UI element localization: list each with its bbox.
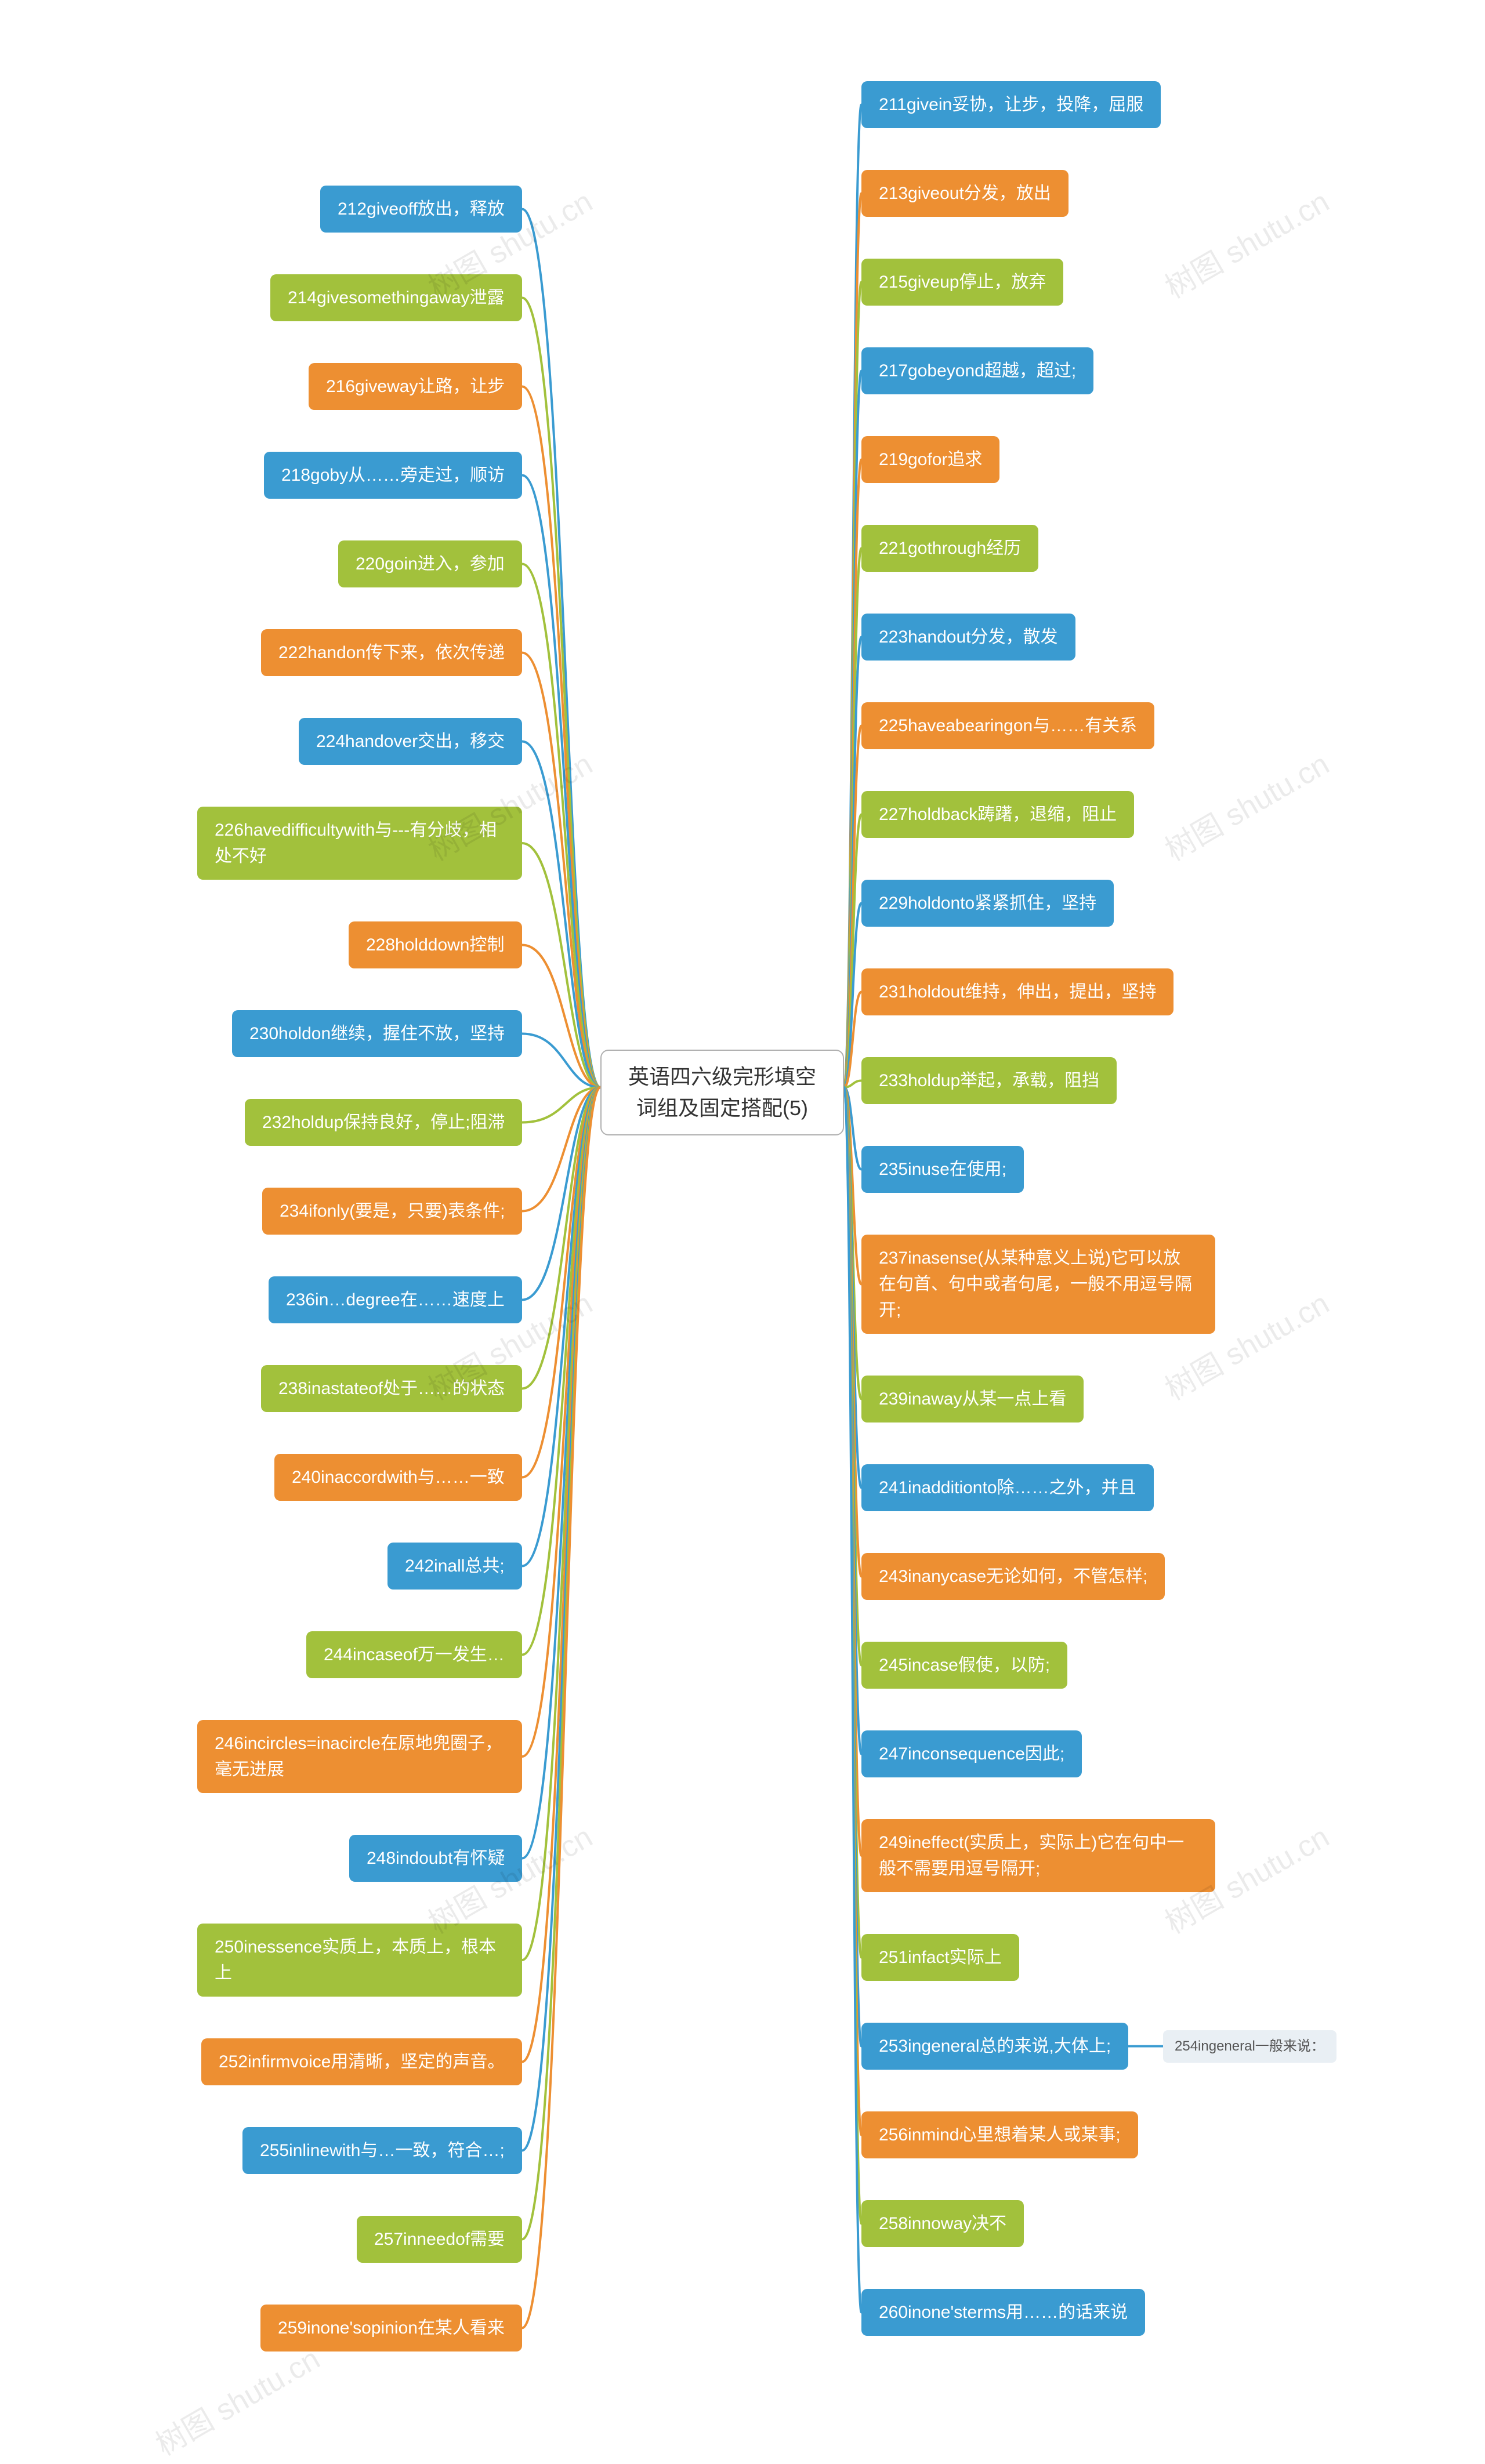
- right-node-5: 221gothrough经历: [861, 525, 1038, 572]
- left-node-4: 220goin进入，参加: [338, 540, 522, 587]
- right-node-4: 219gofor追求: [861, 436, 999, 483]
- left-node-2: 216giveway让路，让步: [309, 363, 522, 410]
- left-node-19: 250inessence实质上，本质上，根本上: [197, 1924, 522, 1997]
- left-node-20: 252infirmvoice用清晰，坚定的声音。: [201, 2038, 522, 2085]
- right-node-19: 249ineffect(实质上，实际上)它在句中一般不需要用逗号隔开;: [861, 1819, 1215, 1892]
- right-node-15: 241inadditionto除……之外，并且: [861, 1464, 1154, 1511]
- child-node-254: 254ingeneral一般来说：: [1163, 2030, 1336, 2063]
- watermark: 树图 shutu.cn: [1156, 740, 1335, 869]
- right-node-3: 217gobeyond超越，超过;: [861, 347, 1093, 394]
- left-node-9: 230holdon继续，握住不放，坚持: [232, 1010, 522, 1057]
- left-node-3: 218goby从……旁走过，顺访: [264, 452, 522, 499]
- right-node-11: 233holdup举起，承载，阻挡: [861, 1057, 1117, 1104]
- left-node-5: 222handon传下来，依次传递: [261, 629, 522, 676]
- right-node-1: 213giveout分发，放出: [861, 170, 1069, 217]
- right-node-2: 215giveup停止，放弃: [861, 259, 1063, 306]
- left-node-10: 232holdup保持良好，停止;阻滞: [245, 1099, 522, 1146]
- right-node-8: 227holdback踌躇，退缩，阻止: [861, 791, 1134, 838]
- left-node-11: 234ifonly(要是，只要)表条件;: [262, 1188, 522, 1235]
- right-node-24: 260inone'sterms用……的话来说: [861, 2289, 1145, 2336]
- left-node-12: 236in…degree在……速度上: [269, 1276, 522, 1323]
- right-node-16: 243inanycase无论如何，不管怎样;: [861, 1553, 1165, 1600]
- right-node-6: 223handout分发，散发: [861, 614, 1075, 661]
- left-node-21: 255inlinewith与…一致，符合…;: [242, 2127, 522, 2174]
- right-node-14: 239inaway从某一点上看: [861, 1376, 1084, 1422]
- left-node-0: 212giveoff放出，释放: [320, 186, 522, 233]
- right-node-12: 235inuse在使用;: [861, 1146, 1024, 1193]
- left-node-17: 246incircles=inacircle在原地兜圈子，毫无进展: [197, 1720, 522, 1793]
- left-node-8: 228holddown控制: [349, 921, 522, 968]
- left-node-16: 244incaseof万一发生…: [306, 1631, 522, 1678]
- right-node-23: 258innoway决不: [861, 2200, 1024, 2247]
- right-node-21: 253ingeneral总的来说,大体上;: [861, 2023, 1128, 2070]
- right-node-13: 237inasense(从某种意义上说)它可以放在句首、句中或者句尾，一般不用逗…: [861, 1235, 1215, 1334]
- right-node-18: 247inconsequence因此;: [861, 1730, 1082, 1777]
- right-node-10: 231holdout维持，伸出，提出，坚持: [861, 968, 1173, 1015]
- right-node-17: 245incase假使，以防;: [861, 1642, 1067, 1689]
- left-node-14: 240inaccordwith与……一致: [274, 1454, 522, 1501]
- right-node-0: 211givein妥协，让步，投降，屈服: [861, 81, 1161, 128]
- right-node-7: 225haveabearingon与……有关系: [861, 702, 1154, 749]
- left-node-6: 224handover交出，移交: [299, 718, 522, 765]
- center-node: 英语四六级完形填空词组及固定搭配(5): [600, 1050, 844, 1135]
- watermark: 树图 shutu.cn: [146, 2335, 326, 2463]
- right-node-20: 251infact实际上: [861, 1934, 1019, 1981]
- watermark: 树图 shutu.cn: [1156, 177, 1335, 306]
- right-node-22: 256inmind心里想着某人或某事;: [861, 2111, 1138, 2158]
- left-node-22: 257inneedof需要: [357, 2216, 522, 2263]
- right-node-9: 229holdonto紧紧抓住，坚持: [861, 880, 1114, 927]
- left-node-15: 242inall总共;: [387, 1543, 522, 1590]
